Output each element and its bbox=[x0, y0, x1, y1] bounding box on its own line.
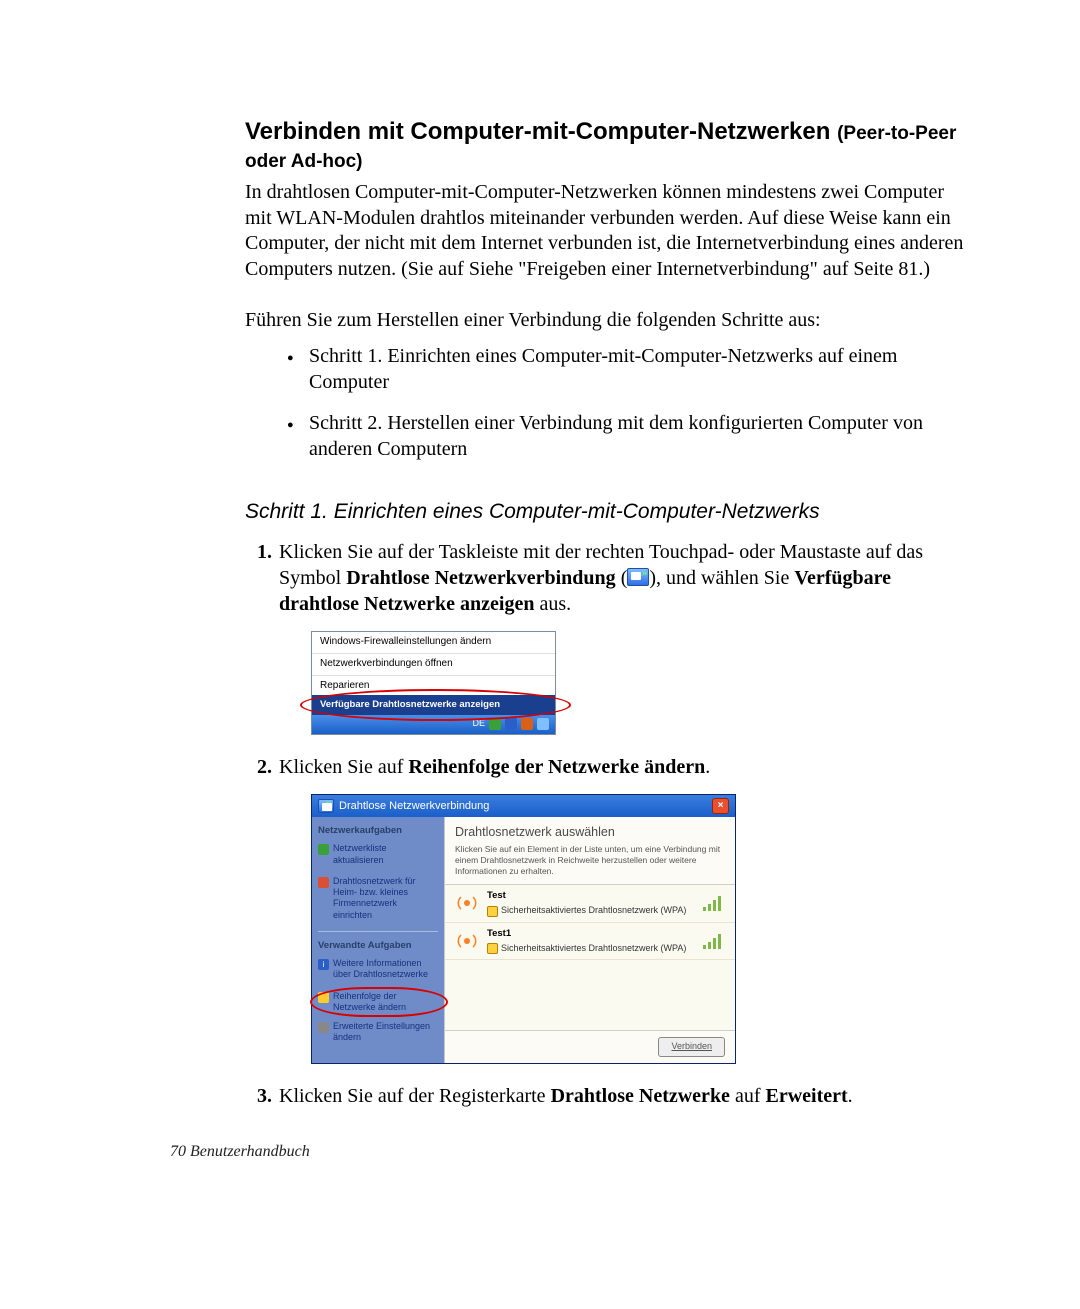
tray-wifi-icon[interactable] bbox=[537, 718, 549, 730]
dialog-sidebar: Netzwerkaufgaben Netzwerkliste aktualisi… bbox=[312, 817, 444, 1063]
ctx-item-repair[interactable]: Reparieren bbox=[312, 676, 555, 695]
intro-paragraph: In drahtlosen Computer-mit-Computer-Netz… bbox=[245, 180, 965, 282]
sidebar-link-advanced[interactable]: Erweiterte Einstellungen ändern bbox=[318, 1021, 438, 1044]
sidebar-section1-title: Netzwerkaufgaben bbox=[318, 825, 438, 837]
tray-network-icon[interactable] bbox=[521, 718, 533, 730]
main-pane-heading: Drahtlosnetzwerk auswählen bbox=[445, 817, 735, 844]
wireless-dialog-screenshot: Drahtlose Netzwerkverbindung × Netzwerka… bbox=[311, 794, 736, 1064]
instr3-bold2: Erweitert bbox=[765, 1085, 847, 1107]
ctx-item-show-wireless[interactable]: Verfügbare Drahtlosnetzwerke anzeigen bbox=[312, 695, 555, 715]
star-icon bbox=[318, 992, 329, 1003]
ctx-item-firewall[interactable]: Windows-Firewalleinstellungen ändern bbox=[312, 632, 555, 654]
sidebar-section2-title: Verwandte Aufgaben bbox=[318, 940, 438, 952]
instruction-1: Klicken Sie auf der Taskleiste mit der r… bbox=[277, 540, 965, 734]
antenna-icon bbox=[456, 931, 478, 951]
tray-help-icon[interactable] bbox=[489, 718, 501, 730]
instr2-post: . bbox=[705, 756, 710, 778]
network-security: Sicherheitsaktiviertes Drahtlosnetzwerk … bbox=[501, 905, 686, 917]
instr3-post: . bbox=[848, 1085, 853, 1107]
network-item[interactable]: Test Sicherheitsaktiviertes Drahtlosnetz… bbox=[445, 885, 735, 923]
tray-shield-icon[interactable] bbox=[505, 718, 517, 730]
prelim-step-2: Schritt 2. Herstellen einer Verbindung m… bbox=[309, 411, 965, 462]
highlight-ellipse-2: Reihenfolge der Netzwerke ändern bbox=[318, 991, 438, 1014]
network-antenna bbox=[455, 931, 479, 951]
instr3-pre: Klicken Sie auf der Registerkarte bbox=[279, 1085, 551, 1107]
prelim-step-1: Schritt 1. Einrichten eines Computer-mit… bbox=[309, 344, 965, 395]
network-security: Sicherheitsaktiviertes Drahtlosnetzwerk … bbox=[501, 943, 686, 955]
step-1-heading: Schritt 1. Einrichten eines Computer-mit… bbox=[245, 500, 965, 524]
page-number: 70 bbox=[170, 1143, 186, 1160]
context-menu: Windows-Firewalleinstellungen ändern Net… bbox=[311, 631, 556, 735]
sidebar-link-setup-label: Drahtlosnetzwerk für Heim- bzw. kleines … bbox=[333, 876, 438, 921]
dialog-titlebar: Drahtlose Netzwerkverbindung × bbox=[312, 795, 735, 817]
sidebar-link-refresh[interactable]: Netzwerkliste aktualisieren bbox=[318, 843, 438, 866]
network-name: Test bbox=[487, 890, 695, 902]
instr2-bold: Reihenfolge der Netzwerke ändern bbox=[408, 756, 705, 778]
signal-strength-icon bbox=[703, 933, 725, 949]
network-list: Test Sicherheitsaktiviertes Drahtlosnetz… bbox=[445, 884, 735, 1031]
heading-main: Verbinden mit Computer-mit-Computer-Netz… bbox=[245, 118, 837, 145]
ctx-item-connections[interactable]: Netzwerkverbindungen öffnen bbox=[312, 654, 555, 676]
instruction-list: Klicken Sie auf der Taskleiste mit der r… bbox=[245, 540, 965, 1109]
instr1-mid1: ( bbox=[616, 567, 628, 589]
taskbar-lang-indicator[interactable]: DE bbox=[472, 718, 485, 730]
preliminary-steps-list: Schritt 1. Einrichten eines Computer-mit… bbox=[245, 344, 965, 462]
dialog-close-button[interactable]: × bbox=[712, 798, 729, 814]
network-antenna bbox=[455, 893, 479, 913]
network-item[interactable]: Test1 Sicherheitsaktiviertes Drahtlosnet… bbox=[445, 923, 735, 961]
taskbar: DE bbox=[312, 715, 555, 734]
sidebar-link-setup[interactable]: Drahtlosnetzwerk für Heim- bzw. kleines … bbox=[318, 876, 438, 921]
instr1-mid2: ), und wählen Sie bbox=[649, 567, 794, 589]
context-menu-screenshot: Windows-Firewalleinstellungen ändern Net… bbox=[311, 631, 556, 735]
lock-icon bbox=[487, 906, 498, 917]
sidebar-link-more-info[interactable]: i Weitere Informationen über Drahtlosnet… bbox=[318, 958, 438, 981]
antenna-icon bbox=[456, 893, 478, 913]
sidebar-link-refresh-label: Netzwerkliste aktualisieren bbox=[333, 843, 438, 866]
instruction-2: Klicken Sie auf Reihenfolge der Netzwerk… bbox=[277, 755, 965, 1064]
network-name: Test1 bbox=[487, 928, 695, 940]
gear-icon bbox=[318, 1022, 329, 1033]
sidebar-link-advanced-label: Erweiterte Einstellungen ändern bbox=[333, 1021, 438, 1044]
dialog-title-text: Drahtlose Netzwerkverbindung bbox=[339, 799, 489, 813]
instruction-3: Klicken Sie auf der Registerkarte Drahtl… bbox=[277, 1084, 965, 1110]
instr2-pre: Klicken Sie auf bbox=[279, 756, 408, 778]
signal-strength-icon bbox=[703, 895, 725, 911]
instr3-mid: auf bbox=[730, 1085, 766, 1107]
sidebar-link-reorder[interactable]: Reihenfolge der Netzwerke ändern bbox=[318, 991, 438, 1014]
document-page: Verbinden mit Computer-mit-Computer-Netz… bbox=[0, 0, 1080, 1309]
connect-button[interactable]: Verbinden bbox=[658, 1037, 725, 1057]
highlight-ellipse: Verfügbare Drahtlosnetzwerke anzeigen bbox=[312, 695, 555, 715]
instr1-bold1: Drahtlose Netzwerkverbindung bbox=[346, 567, 615, 589]
lead-in-paragraph: Führen Sie zum Herstellen einer Verbindu… bbox=[245, 308, 965, 334]
dialog-body: Netzwerkaufgaben Netzwerkliste aktualisi… bbox=[312, 817, 735, 1063]
main-pane-description: Klicken Sie auf ein Element in der Liste… bbox=[445, 844, 735, 884]
sidebar-separator bbox=[318, 931, 438, 932]
lock-icon bbox=[487, 943, 498, 954]
info-icon: i bbox=[318, 959, 329, 970]
setup-icon bbox=[318, 877, 329, 888]
dialog-footer: Verbinden bbox=[445, 1031, 735, 1063]
instr3-bold1: Drahtlose Netzwerke bbox=[551, 1085, 730, 1107]
sidebar-link-more-info-label: Weitere Informationen über Drahtlosnetzw… bbox=[333, 958, 438, 981]
wireless-connection-icon bbox=[627, 568, 649, 586]
dialog-main-pane: Drahtlosnetzwerk auswählen Klicken Sie a… bbox=[444, 817, 735, 1063]
wireless-dialog: Drahtlose Netzwerkverbindung × Netzwerka… bbox=[311, 794, 736, 1064]
footer-label: Benutzerhandbuch bbox=[186, 1143, 310, 1160]
page-footer: 70 Benutzerhandbuch bbox=[170, 1143, 310, 1161]
dialog-title-icon bbox=[318, 799, 334, 813]
instr1-post: aus. bbox=[535, 593, 572, 615]
section-heading: Verbinden mit Computer-mit-Computer-Netz… bbox=[245, 118, 965, 174]
refresh-icon bbox=[318, 844, 329, 855]
sidebar-link-reorder-label: Reihenfolge der Netzwerke ändern bbox=[333, 991, 438, 1014]
